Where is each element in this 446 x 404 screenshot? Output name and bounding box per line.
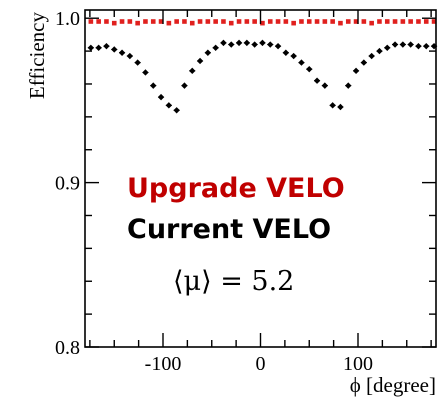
- upgrade-velo-point: [221, 19, 226, 24]
- upgrade-velo-point: [384, 19, 390, 24]
- tick-labels: 0.8 0.9 1.0 -100 0 100: [55, 8, 373, 375]
- upgrade-velo-point: [127, 19, 133, 24]
- y-tick-label: 0.8: [55, 337, 80, 359]
- x-axis-label: ϕ [degree]: [350, 373, 436, 397]
- upgrade-velo-point: [260, 20, 265, 26]
- upgrade-velo-point: [377, 19, 382, 24]
- x-tick-label: 100: [343, 353, 373, 375]
- x-tick-label: 0: [256, 353, 266, 375]
- upgrade-velo-point: [166, 20, 172, 26]
- upgrade-velo-point: [96, 19, 101, 24]
- data-markers: [87, 19, 438, 114]
- upgrade-velo-point: [299, 19, 304, 24]
- upgrade-velo-point: [306, 19, 312, 24]
- upgrade-velo-point: [338, 20, 343, 26]
- upgrade-velo-point: [322, 19, 328, 24]
- upgrade-velo-point: [400, 19, 406, 24]
- upgrade-velo-point: [119, 19, 125, 24]
- y-tick-label: 1.0: [55, 8, 80, 30]
- y-axis-label: Efficiency: [25, 12, 49, 100]
- upgrade-velo-point: [174, 19, 179, 24]
- upgrade-velo-point: [369, 20, 374, 26]
- upgrade-velo-point: [143, 19, 148, 24]
- upgrade-velo-point: [228, 20, 234, 26]
- upgrade-velo-point: [135, 20, 140, 26]
- upgrade-velo-point: [361, 19, 367, 24]
- upgrade-velo-point: [283, 19, 289, 24]
- current-velo-label: Current VELO: [127, 214, 331, 245]
- upgrade-velo-point: [104, 19, 109, 24]
- upgrade-velo-point: [423, 19, 429, 24]
- upgrade-velo-point: [197, 19, 203, 24]
- upgrade-velo-point: [236, 19, 242, 24]
- upgrade-velo-point: [275, 19, 281, 24]
- upgrade-velo-point: [314, 19, 320, 24]
- upgrade-velo-point: [252, 19, 257, 24]
- upgrade-velo-point: [111, 20, 117, 26]
- upgrade-velo-point: [408, 19, 413, 24]
- y-tick-label: 0.9: [55, 173, 80, 195]
- axis-ticks: [85, 10, 436, 348]
- upgrade-velo-point: [330, 19, 335, 24]
- upgrade-velo-point: [345, 19, 351, 24]
- upgrade-velo-point: [150, 19, 156, 24]
- upgrade-velo-point: [158, 19, 164, 24]
- upgrade-velo-label: Upgrade VELO: [127, 173, 345, 204]
- upgrade-velo-point: [182, 19, 187, 24]
- pileup-label: ⟨μ⟩ = 5.2: [173, 266, 294, 297]
- upgrade-velo-point: [205, 19, 211, 24]
- upgrade-velo-point: [416, 19, 421, 24]
- upgrade-velo-point: [267, 19, 273, 24]
- upgrade-velo-point: [353, 19, 359, 24]
- upgrade-velo-point: [189, 20, 195, 26]
- upgrade-velo-point: [431, 19, 437, 24]
- upgrade-velo-point: [291, 20, 296, 26]
- upgrade-velo-point: [88, 19, 94, 24]
- upgrade-velo-point: [244, 19, 250, 24]
- upgrade-velo-point: [213, 19, 218, 24]
- x-tick-label: -100: [145, 353, 182, 375]
- upgrade-velo-point: [392, 19, 398, 24]
